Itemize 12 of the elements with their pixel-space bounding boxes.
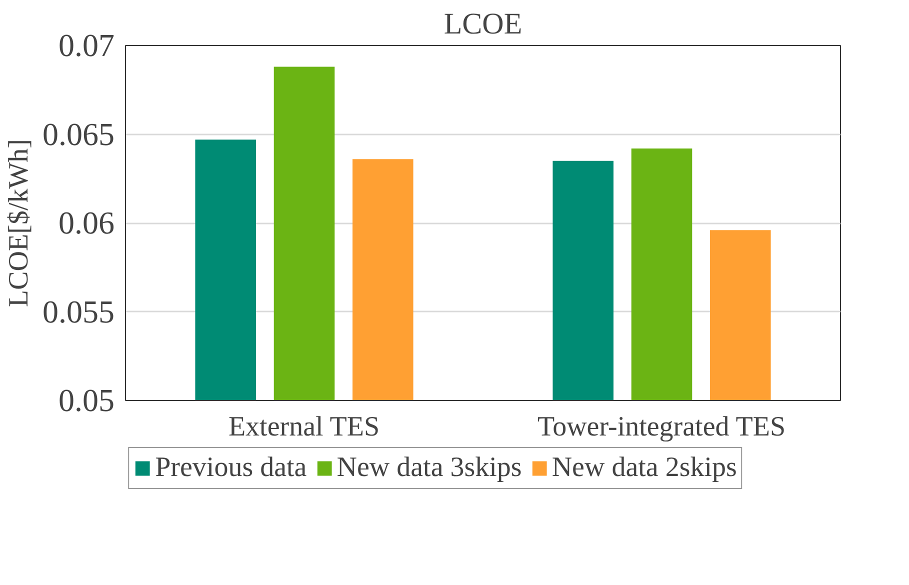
x-tick-label: Tower-integrated TES [537,412,786,442]
legend-label: New data 2skips [552,452,737,484]
y-tick-label: 0.06 [58,204,114,240]
x-tick-label: External TES [228,412,380,442]
y-tick-label: 0.07 [58,27,114,63]
y-tick-label: 0.065 [42,116,114,152]
y-tick-label: 0.05 [58,382,114,418]
y-tick-label: 0.055 [42,293,114,330]
legend-label: New data 3skips [336,452,522,484]
legend-label: Previous data [155,452,307,484]
y-axis-title: LCOE[$/kWh] [4,139,34,307]
chart-title: LCOE [444,8,522,40]
